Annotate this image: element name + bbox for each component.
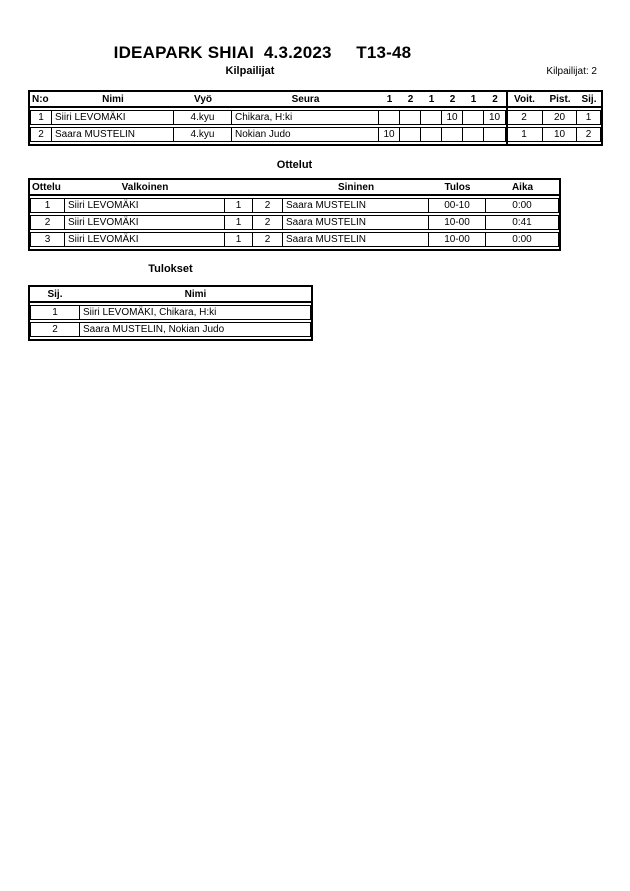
col-header-sininen: Sininen: [283, 182, 429, 196]
cell-white-no: 1: [225, 232, 253, 247]
result-row: 2 Saara MUSTELIN, Nokian Judo: [30, 322, 311, 337]
competitor-row: 2 Saara MUSTELIN 4.kyu Nokian Judo 10 1 …: [30, 127, 601, 142]
cell-pist: 10: [543, 127, 577, 142]
col-header-score3: 1: [421, 94, 442, 108]
page-title: IDEAPARK SHIAI 4.3.2023 T13-48: [113, 43, 412, 62]
col-header-nimi: Nimi: [80, 289, 311, 303]
ottelut-header-row: Ottelu Valkoinen Sininen Tulos Aika: [30, 182, 559, 196]
cell-voit: 1: [506, 127, 543, 142]
col-header-nimi: Nimi: [52, 94, 174, 108]
cell-sininen: Saara MUSTELIN: [283, 232, 429, 247]
col-header-ottelu: Ottelu: [30, 182, 65, 196]
cell-score3: [421, 110, 442, 125]
cell-aika: 0:41: [486, 215, 559, 230]
voit-column-divider-line: [506, 90, 508, 146]
competitor-row: 1 Siiri LEVOMÄKI 4.kyu Chikara, H:ki 10 …: [30, 110, 601, 125]
col-header-seura: Seura: [232, 94, 379, 108]
cell-tulos: 10-00: [429, 215, 486, 230]
cell-no: 1: [30, 110, 52, 125]
cell-valkoinen: Siiri LEVOMÄKI: [65, 232, 225, 247]
kilpailijat-table-wrap: N:o Nimi Vyö Seura 1 2 1 2 1 2 Voit. Pis…: [28, 90, 603, 146]
cell-blue-no: 2: [253, 215, 283, 230]
competitors-count-label: Kilpailijat: 2: [546, 66, 597, 77]
cell-score5: [463, 110, 484, 125]
cell-score2: [400, 110, 421, 125]
cell-score5: [463, 127, 484, 142]
match-row: 3 Siiri LEVOMÄKI 1 2 Saara MUSTELIN 10-0…: [30, 232, 559, 247]
cell-vyo: 4.kyu: [174, 110, 232, 125]
match-row: 1 Siiri LEVOMÄKI 1 2 Saara MUSTELIN 00-1…: [30, 198, 559, 213]
col-header-score2: 2: [400, 94, 421, 108]
cell-score6: 10: [484, 110, 506, 125]
col-header-tulos: Tulos: [429, 182, 486, 196]
cell-sij: 2: [577, 127, 601, 142]
col-header-aika: Aika: [486, 182, 559, 196]
cell-tulos: 00-10: [429, 198, 486, 213]
cell-blue-no: 2: [253, 232, 283, 247]
cell-vyo: 4.kyu: [174, 127, 232, 142]
cell-white-no: 1: [225, 198, 253, 213]
col-header-sij: Sij.: [577, 94, 601, 108]
cell-seura: Nokian Judo: [232, 127, 379, 142]
cell-score4: 10: [442, 110, 463, 125]
tulokset-header-row: Sij. Nimi: [30, 289, 311, 303]
cell-score2: [400, 127, 421, 142]
cell-score3: [421, 127, 442, 142]
col-header-sij: Sij.: [30, 289, 80, 303]
cell-tulos: 10-00: [429, 232, 486, 247]
tulokset-table: Sij. Nimi 1 Siiri LEVOMÄKI, Chikara, H:k…: [28, 285, 313, 341]
ottelut-table-wrap: Ottelu Valkoinen Sininen Tulos Aika 1 Si…: [28, 178, 561, 251]
cell-name: Siiri LEVOMÄKI, Chikara, H:ki: [80, 305, 311, 320]
col-header-vyo: Vyö: [174, 94, 232, 108]
cell-blue-no: 2: [253, 198, 283, 213]
cell-match-no: 3: [30, 232, 65, 247]
ottelut-heading: Ottelut: [276, 159, 313, 171]
cell-match-no: 1: [30, 198, 65, 213]
cell-match-no: 2: [30, 215, 65, 230]
cell-rank: 2: [30, 322, 80, 337]
result-row: 1 Siiri LEVOMÄKI, Chikara, H:ki: [30, 305, 311, 320]
cell-voit: 2: [506, 110, 543, 125]
cell-valkoinen: Siiri LEVOMÄKI: [65, 215, 225, 230]
cell-nimi: Saara MUSTELIN: [52, 127, 174, 142]
col-header-blank1: [225, 182, 253, 196]
kilpailijat-table: N:o Nimi Vyö Seura 1 2 1 2 1 2 Voit. Pis…: [28, 90, 603, 146]
col-header-no: N:o: [30, 94, 52, 108]
cell-sij: 1: [577, 110, 601, 125]
cell-aika: 0:00: [486, 232, 559, 247]
cell-no: 2: [30, 127, 52, 142]
match-row: 2 Siiri LEVOMÄKI 1 2 Saara MUSTELIN 10-0…: [30, 215, 559, 230]
col-header-blank2: [253, 182, 283, 196]
cell-nimi: Siiri LEVOMÄKI: [52, 110, 174, 125]
col-header-valkoinen: Valkoinen: [65, 182, 225, 196]
cell-score6: [484, 127, 506, 142]
cell-sininen: Saara MUSTELIN: [283, 198, 429, 213]
col-header-score1: 1: [379, 94, 400, 108]
ottelut-table: Ottelu Valkoinen Sininen Tulos Aika 1 Si…: [28, 178, 561, 251]
cell-aika: 0:00: [486, 198, 559, 213]
cell-name: Saara MUSTELIN, Nokian Judo: [80, 322, 311, 337]
cell-white-no: 1: [225, 215, 253, 230]
cell-score1: 10: [379, 127, 400, 142]
cell-sininen: Saara MUSTELIN: [283, 215, 429, 230]
cell-seura: Chikara, H:ki: [232, 110, 379, 125]
cell-valkoinen: Siiri LEVOMÄKI: [65, 198, 225, 213]
cell-pist: 20: [543, 110, 577, 125]
tulokset-table-wrap: Sij. Nimi 1 Siiri LEVOMÄKI, Chikara, H:k…: [28, 285, 313, 341]
tulokset-heading: Tulokset: [148, 263, 193, 275]
col-header-pist: Pist.: [543, 94, 577, 108]
cell-score4: [442, 127, 463, 142]
col-header-score4: 2: [442, 94, 463, 108]
cell-score1: [379, 110, 400, 125]
kilpailijat-heading: Kilpailijat: [225, 65, 275, 77]
kilpailijat-header-row: N:o Nimi Vyö Seura 1 2 1 2 1 2 Voit. Pis…: [30, 94, 601, 108]
col-header-score5: 1: [463, 94, 484, 108]
cell-rank: 1: [30, 305, 80, 320]
col-header-voit: Voit.: [506, 94, 543, 108]
col-header-score6: 2: [484, 94, 506, 108]
